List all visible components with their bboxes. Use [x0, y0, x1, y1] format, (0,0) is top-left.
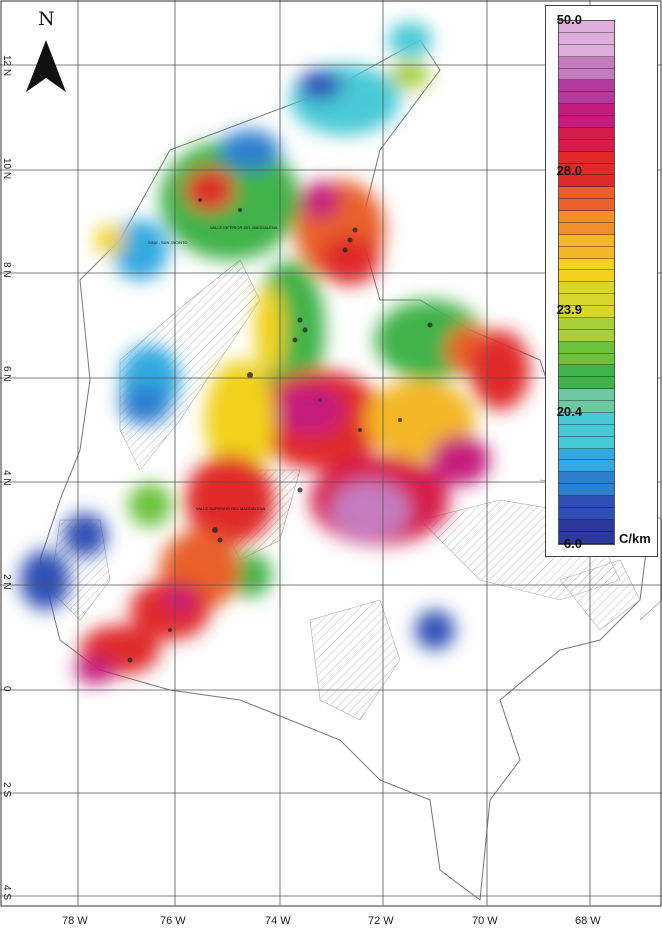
colorbar-swatch [559, 163, 614, 176]
latitude-labels: 12 N 10 N 8 N 6 N 4 N 2 N 0 2 S 4 S [1, 55, 12, 900]
lat-label: 2 S [1, 782, 12, 797]
colorbar-tick: 20.4 [556, 404, 582, 419]
colorbar-swatch [559, 294, 614, 306]
lon-label: 68 W [575, 915, 601, 927]
lat-label: 8 N [1, 262, 12, 278]
heat-patches [20, 22, 530, 684]
colorbar-swatch [559, 175, 614, 188]
longitude-labels: 78 W 76 W 74 W 72 W 70 W 68 W [62, 915, 601, 927]
colorbar-swatch [559, 507, 614, 520]
colorbar-swatch [559, 270, 614, 283]
colorbar-swatch [559, 484, 614, 496]
lat-label: 4 N [1, 470, 12, 486]
colorbar-swatch [559, 258, 614, 271]
colorbar-swatch [559, 460, 614, 473]
colorbar-swatch [559, 531, 614, 544]
colorbar-swatch [559, 436, 614, 449]
colorbar-swatch [559, 92, 614, 105]
colorbar-swatch [559, 222, 614, 235]
colorbar-swatch [559, 199, 614, 211]
colorbar-swatch [559, 424, 614, 437]
colorbar-swatch [559, 377, 614, 390]
lat-label: 6 N [1, 366, 12, 382]
colorbar-swatch [559, 80, 614, 93]
colorbar-swatch [559, 234, 614, 247]
colorbar-swatch [559, 21, 614, 33]
region-label: VALLE SUPERIOR DEL MAGDALENA [196, 506, 265, 511]
region-label: SINU - SAN JACINTO [148, 240, 188, 245]
region-label: VALLE INFERIOR DEL MAGDALENA [210, 225, 278, 230]
colorbar-swatch [559, 211, 614, 223]
lat-label: 4 S [1, 885, 12, 900]
colorbar-swatch [559, 44, 614, 57]
colorbar-swatch [559, 472, 614, 485]
lon-label: 70 W [472, 915, 498, 927]
colorbar-swatch [559, 127, 614, 140]
lat-label: 2 N [1, 574, 12, 590]
colorbar-swatch [559, 353, 614, 366]
lat-label: 10 N [1, 158, 12, 179]
colorbar-swatch [559, 448, 614, 461]
north-letter: N [38, 8, 55, 30]
colorbar-tick: 6.0 [563, 536, 582, 551]
colorbar-swatch [559, 365, 614, 378]
colorbar [558, 20, 615, 545]
lon-label: 74 W [265, 915, 291, 927]
colorbar-swatch [559, 151, 614, 164]
colorbar-swatch [559, 306, 614, 318]
colorbar-swatch [559, 68, 614, 81]
colorbar-legend: 50.0 28.0 23.9 20.4 6.0 C/km [545, 5, 658, 557]
graticule [0, 0, 662, 905]
lon-label: 72 W [368, 915, 394, 927]
colorbar-tick: 23.9 [556, 302, 582, 317]
colorbar-swatch [559, 246, 614, 259]
lon-label: 78 W [62, 915, 88, 927]
colorbar-swatch [559, 496, 614, 508]
colorbar-swatch [559, 519, 614, 532]
colorbar-tick: 28.0 [556, 163, 582, 178]
colorbar-swatch [559, 116, 614, 128]
north-arrow [22, 10, 82, 100]
lat-label: 0 [1, 686, 12, 692]
colorbar-swatch [559, 139, 614, 152]
colorbar-swatch [559, 329, 614, 342]
colorbar-swatch [559, 32, 614, 45]
colorbar-swatch [559, 187, 614, 200]
colorbar-swatch [559, 317, 614, 330]
colorbar-swatch [559, 104, 614, 116]
colorbar-swatch [559, 56, 614, 69]
well-points [127, 198, 433, 663]
colorbar-swatch [559, 412, 614, 425]
colorbar-swatch [559, 389, 614, 401]
lon-label: 76 W [160, 915, 186, 927]
lat-label: 12 N [1, 55, 12, 76]
colorbar-swatch [559, 282, 614, 295]
colorbar-swatch [559, 401, 614, 413]
colorbar-unit: C/km [619, 531, 651, 546]
north-arrow-icon [26, 40, 66, 92]
colorbar-tick: 50.0 [556, 12, 582, 27]
colorbar-swatch [559, 341, 614, 354]
